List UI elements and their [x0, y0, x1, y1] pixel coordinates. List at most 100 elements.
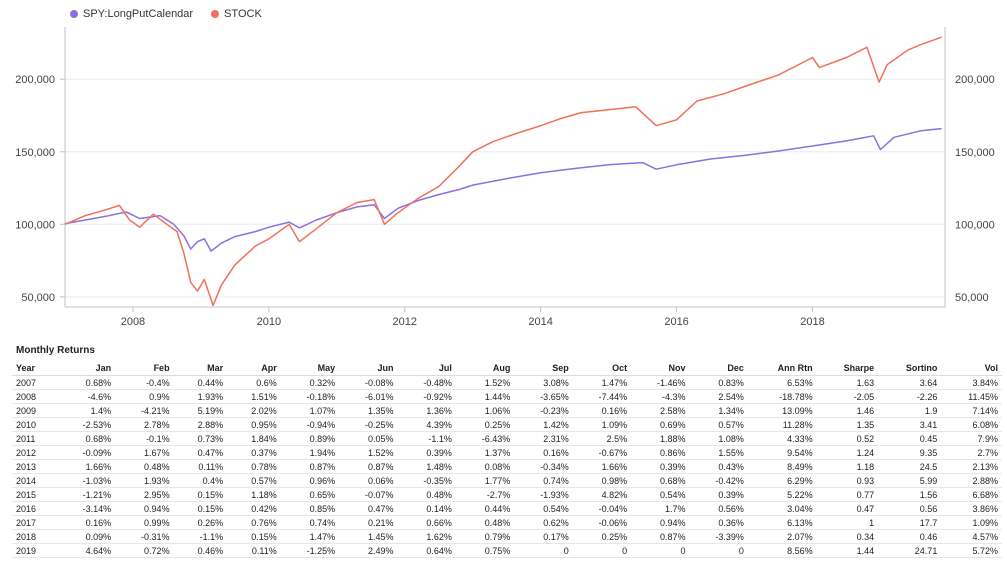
table-cell: 1.06%	[455, 403, 515, 418]
column-header: Year	[12, 360, 57, 376]
table-cell: 0.48%	[115, 459, 174, 474]
table-cell: 0.76%	[227, 515, 281, 530]
table-cell: -0.4%	[115, 375, 174, 390]
table-cell: 2.7%	[941, 445, 1002, 460]
table-cell: 0.54%	[514, 501, 573, 516]
table-cell: -1.93%	[514, 487, 573, 502]
column-header: Jun	[339, 360, 398, 376]
table-cell: 0.32%	[280, 375, 340, 390]
table-cell: 0.34	[816, 529, 879, 544]
table-cell: 1.45%	[339, 529, 398, 544]
table-cell: 0.52	[816, 431, 879, 446]
table-cell: 0.46%	[173, 543, 228, 558]
table-cell: 1.44	[816, 543, 879, 558]
table-cell: 0.14%	[397, 501, 456, 516]
table-cell: 0.44%	[173, 375, 228, 390]
table-cell: 0.99%	[115, 515, 174, 530]
table-row: 2010 -2.53% 2.78% 2.88% 0.95% -0.94% -0.25% 4.3…	[12, 417, 1002, 432]
table-cell: 1.18%	[227, 487, 281, 502]
table-cell: 5.19%	[173, 403, 228, 418]
table-cell: 1.4%	[56, 403, 116, 418]
y-tick-label-right: 50,000	[955, 292, 989, 304]
table-cell: 0.39%	[689, 487, 748, 502]
table-cell: 1.7%	[631, 501, 690, 516]
table-cell: 0.15%	[227, 529, 281, 544]
table-cell: 0.37%	[227, 445, 281, 460]
table-header-row: Year Jan Feb Mar Apr May Jun Jul Aug Sep Oct Nov Dec…	[12, 360, 1002, 376]
table-cell: -0.25%	[339, 417, 398, 432]
table-cell: 7.9%	[941, 431, 1002, 446]
column-header: Ann Rtn	[747, 360, 817, 376]
table-cell: 0.96%	[280, 473, 340, 488]
table-cell: -6.01%	[339, 389, 398, 404]
table-cell: 2012	[12, 445, 57, 460]
table-cell: 0.45	[878, 431, 942, 446]
table-cell: 0.66%	[397, 515, 456, 530]
table-cell: 1.07%	[280, 403, 340, 418]
table-cell: 0.36%	[689, 515, 748, 530]
table-cell: 1.08%	[689, 431, 748, 446]
table-cell: 0.15%	[173, 487, 228, 502]
table-cell: 1.93%	[173, 389, 228, 404]
table-cell: 0.95%	[227, 417, 281, 432]
table-cell: 0.6%	[227, 375, 281, 390]
table-cell: 0.16%	[572, 403, 632, 418]
table-cell: 2016	[12, 501, 57, 516]
table-cell: -1.46%	[631, 375, 690, 390]
table-cell: 0.73%	[173, 431, 228, 446]
table-cell: 0.94%	[631, 515, 690, 530]
table-cell: 0.87%	[339, 459, 398, 474]
table-cell: 8.56%	[747, 543, 817, 558]
table-cell: -18.78%	[747, 389, 817, 404]
table-cell: 1.18	[816, 459, 879, 474]
table-cell: 1.35%	[339, 403, 398, 418]
table-cell: 0.75%	[455, 543, 515, 558]
table-cell: -0.09%	[56, 445, 116, 460]
table-row: 2012 -0.09% 1.67% 0.47% 0.37% 1.94% 1.52% 0.39%…	[12, 445, 1002, 460]
table-cell: 1.34%	[689, 403, 748, 418]
table-cell: -4.6%	[56, 389, 116, 404]
table-cell: 2.31%	[514, 431, 573, 446]
table-cell: 0.94%	[115, 501, 174, 516]
x-tick-label: 2018	[800, 316, 824, 328]
table-cell: 2009	[12, 403, 57, 418]
table-cell: 0.57%	[689, 417, 748, 432]
column-header: Sep	[514, 360, 573, 376]
table-cell: 1.48%	[397, 459, 456, 474]
table-cell: 0	[689, 543, 748, 558]
column-header: Sortino	[878, 360, 942, 376]
table-cell: 0.64%	[397, 543, 456, 558]
table-cell: 3.86%	[941, 501, 1002, 516]
table-cell: 1.55%	[689, 445, 748, 460]
table-cell: -0.34%	[514, 459, 573, 474]
table-cell: 0.62%	[514, 515, 573, 530]
y-tick-label-left: 150,000	[15, 147, 55, 159]
table-cell: -0.18%	[280, 389, 340, 404]
column-header: May	[280, 360, 340, 376]
table-cell: 2019	[12, 543, 57, 558]
monthly-returns-section: Monthly Returns Year Jan Feb Mar Apr May Jun Ju…	[12, 345, 1002, 558]
table-cell: 0.39%	[397, 445, 456, 460]
table-cell: 0.16%	[514, 445, 573, 460]
table-cell: 0.17%	[514, 529, 573, 544]
table-cell: 5.22%	[747, 487, 817, 502]
table-cell: 0.05%	[339, 431, 398, 446]
legend-item[interactable]: STOCK	[211, 8, 262, 20]
table-cell: 1.66%	[56, 459, 116, 474]
table-cell: 3.84%	[941, 375, 1002, 390]
table-cell: 1.09%	[572, 417, 632, 432]
table-cell: -0.07%	[339, 487, 398, 502]
table-row: 2009 1.4% -4.21% 5.19% 2.02% 1.07% 1.35% 1.36% 1…	[12, 403, 1002, 418]
table-row: 2014 -1.03% 1.93% 0.4% 0.57% 0.96% 0.06% -0.35%…	[12, 473, 1002, 488]
table-cell: 0.48%	[397, 487, 456, 502]
table-cell: 0.26%	[173, 515, 228, 530]
table-cell: 0.46	[878, 529, 942, 544]
table-cell: 2008	[12, 389, 57, 404]
legend-item[interactable]: SPY:LongPutCalendar	[70, 8, 193, 20]
y-tick-label-right: 150,000	[955, 147, 995, 159]
table-cell: 0.9%	[115, 389, 174, 404]
series-line-longputcalendar	[64, 127, 942, 252]
table-cell: 4.82%	[572, 487, 632, 502]
table-cell: -3.14%	[56, 501, 116, 516]
x-tick-label: 2014	[528, 316, 552, 328]
